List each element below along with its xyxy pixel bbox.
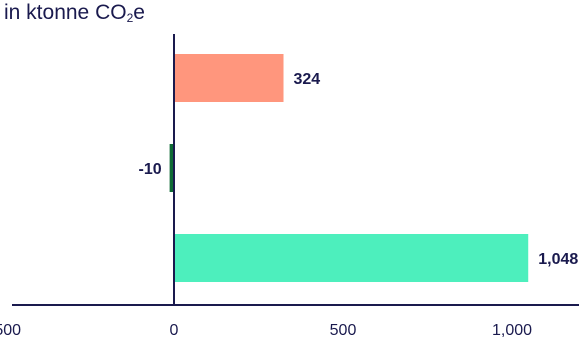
- x-tick-label-1: 0: [170, 322, 179, 339]
- bar-0: [174, 54, 284, 102]
- value-label-2: 1,048: [538, 251, 578, 268]
- bar-1: [169, 144, 174, 192]
- bars-layer: [169, 54, 529, 282]
- value-labels-layer: 324 -10 1,048: [138, 71, 578, 268]
- unit-label: in ktonne CO2e: [4, 1, 145, 25]
- unit-label-prefix: in ktonne CO: [4, 1, 127, 24]
- unit-label-suffix: e: [133, 1, 145, 24]
- x-tick-labels-layer: -500 0 500 1,000: [0, 322, 532, 339]
- unit-label-subscript: 2: [126, 11, 134, 25]
- x-tick-label-0: -500: [0, 322, 21, 339]
- x-tick-label-2: 500: [330, 322, 357, 339]
- bar-2: [174, 234, 529, 282]
- value-label-1: -10: [138, 161, 161, 178]
- value-label-0: 324: [294, 71, 321, 88]
- x-tick-label-3: 1,000: [492, 322, 532, 339]
